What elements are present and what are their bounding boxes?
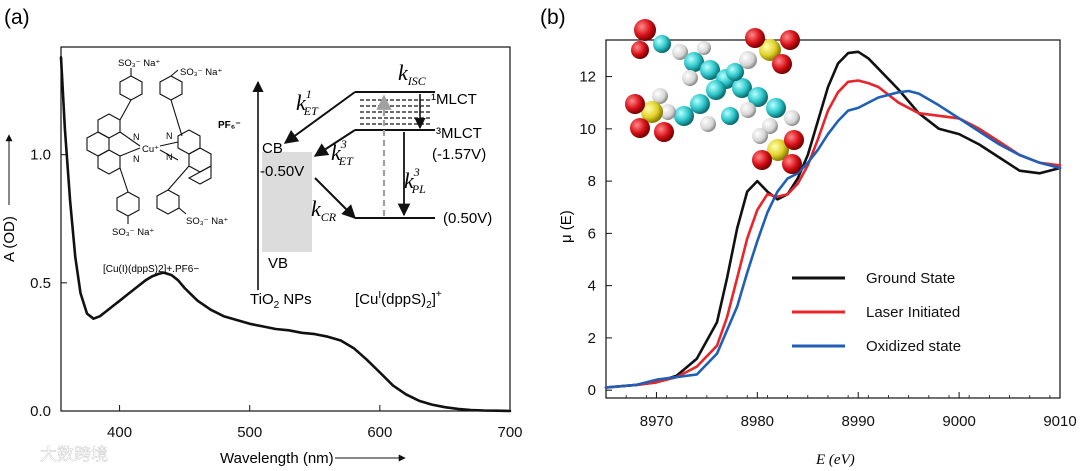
y-tick-label: 12 — [579, 69, 596, 86]
k-et3-label: k3 ET — [331, 137, 354, 168]
x-tick-label: 500 — [237, 424, 262, 441]
y-tick-label: 0.0 — [30, 403, 51, 420]
y-tick-label: 4 — [588, 278, 596, 295]
so3na-label-1: SO₃⁻ Na⁺ — [118, 58, 160, 69]
panel-a-tick-labels: 400 500 600 700 0.0 0.5 1.0 — [30, 147, 522, 441]
panel-b-ylabel: μ (E) — [558, 210, 575, 243]
mlct3-label: ³MLCT — [436, 125, 482, 142]
y-tick-label: 0 — [588, 382, 596, 399]
panel-b-ticks — [605, 76, 1061, 398]
panel-b: (b) 8970 8980 8990 9000 9010 0 2 4 6 8 10 12 E (eV)… — [540, 6, 1077, 468]
series-line-absorbance — [59, 56, 512, 413]
model-arm-3 — [625, 94, 756, 142]
cu-center-label: Cu⁺ — [142, 144, 159, 155]
legend-label: Ground State — [866, 270, 955, 287]
series-line-ground-state — [604, 50, 1062, 389]
panel-a-axes — [60, 46, 511, 412]
et1-arrow — [283, 91, 356, 144]
legend-label: Oxidized state — [866, 338, 961, 355]
et3-arrow — [313, 129, 356, 157]
molecular-model-inset — [625, 19, 804, 174]
series-line-oxidized-state — [604, 89, 1062, 389]
x-tick-label: 400 — [107, 424, 132, 441]
model-arm-4 — [752, 128, 804, 174]
x-tick-label: 8980 — [741, 413, 774, 430]
x-tick-label: 8970 — [640, 413, 673, 430]
y-tick-label: 8 — [588, 173, 596, 190]
x-tick-label: 9010 — [1043, 413, 1076, 430]
x-tick-label: 8990 — [842, 413, 875, 430]
y-tick-label: 2 — [588, 330, 596, 347]
panel-b-series — [604, 50, 1062, 389]
mlct1-label: ¹MLCT — [431, 91, 477, 108]
n-label-4: N — [166, 152, 173, 162]
model-arm-2 — [652, 28, 800, 126]
watermark-text: 大数跨境 — [40, 445, 108, 465]
panel-a-label: (a) — [4, 6, 30, 29]
panel-a: (a) 400 500 600 700 0.0 0.5 1.0 Wavelength (nm… — [1, 6, 523, 467]
cu-complex-structure — [86, 68, 212, 224]
panel-b-xlabel: E (eV) — [815, 452, 855, 468]
complex-caption: [Cu(I)(dppS)2]+.PF6− — [103, 264, 199, 275]
mlct3-potential: (-1.57V) — [432, 146, 486, 163]
ground-potential: (0.50V) — [443, 210, 492, 227]
panel-a-ylabel: A (OD) — [1, 216, 18, 262]
so3na-label-3: SO₃⁻ Na⁺ — [112, 227, 154, 238]
watermark: 大数跨境 — [4, 445, 108, 465]
y-tick-label: 0.5 — [30, 275, 51, 292]
x-tick-label: 600 — [367, 424, 392, 441]
tio2-label: TiO2 NPs — [250, 291, 312, 311]
x-tick-label: 700 — [497, 424, 522, 441]
cb-potential: -0.50V — [260, 163, 304, 180]
panel-b-legend: Ground State Laser Initiated Oxidized stat… — [792, 270, 961, 355]
cb-label: CB — [262, 140, 283, 157]
n-label-2: N — [166, 131, 173, 141]
panel-b-label: (b) — [540, 6, 566, 29]
y-tick-label: 1.0 — [30, 147, 51, 164]
so3na-label-4: SO₃⁻ Na⁺ — [186, 216, 228, 227]
k-pl3-label: k3 PL — [404, 165, 426, 196]
panel-b-frame — [605, 39, 1061, 399]
cu-complex-label: [CuI(dppS)2]+ — [355, 289, 442, 311]
tio2-band-gap-box — [262, 152, 312, 252]
y-tick-label: 6 — [588, 225, 596, 242]
vb-label: VB — [268, 255, 288, 272]
k-cr-label: kCR — [311, 196, 337, 224]
panel-a-frame — [60, 46, 511, 412]
cr-arrow — [314, 177, 356, 219]
y-tick-label: 10 — [579, 121, 596, 138]
n-label-1: N — [133, 132, 140, 142]
panel-a-series — [59, 56, 512, 413]
so3na-label-2: SO₃⁻ Na⁺ — [180, 67, 222, 78]
x-tick-label: 9000 — [942, 413, 975, 430]
n-label-3: N — [133, 154, 140, 164]
pf6-label: PF₆⁻ — [218, 120, 241, 131]
panel-a-xlabel: Wavelength (nm) — [220, 450, 334, 467]
k-isc-label: kISC — [398, 60, 427, 88]
k-et1-label: k1 ET — [296, 87, 319, 118]
legend-label: Laser Initiated — [866, 304, 960, 321]
panel-b-tick-labels: 8970 8980 8990 9000 9010 0 2 4 6 8 10 12 — [579, 69, 1076, 430]
energy-diagram: kISC ¹MLCT k1 ET ³MLCT (-1.57V) CB -0.50V… — [250, 60, 492, 311]
